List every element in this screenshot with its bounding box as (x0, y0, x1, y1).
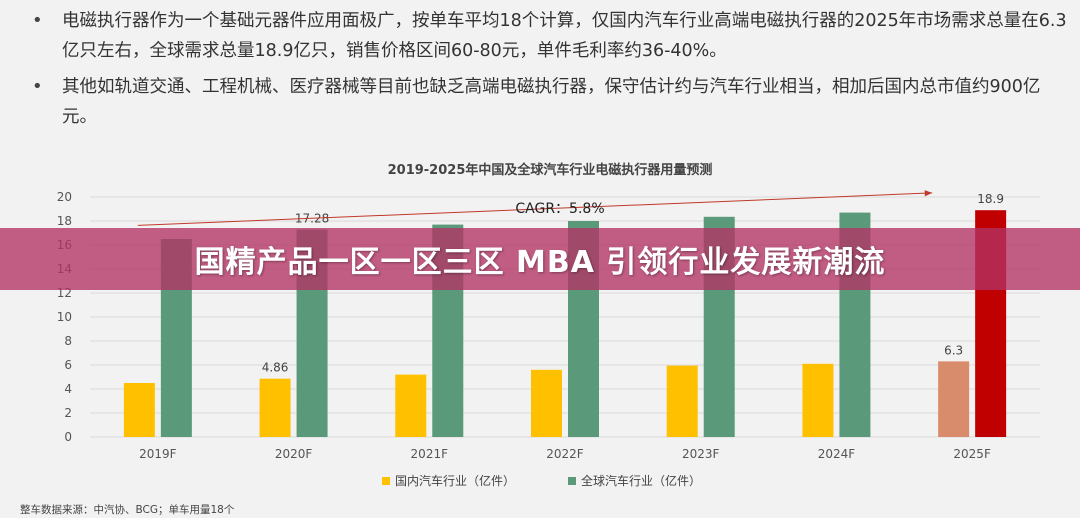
bar-domestic (531, 369, 562, 437)
legend-swatch (568, 477, 576, 485)
bullet-item: • 电磁执行器作为一个基础元器件应用面极广，按单车平均18个计算，仅国内汽车行业… (32, 6, 1072, 66)
legend-label: 全球汽车行业（亿件） (581, 473, 701, 488)
banner-text: 国精产品一区一区三区 MBA 引领行业发展新潮流 (194, 245, 886, 280)
overlay-banner: 国精产品一区一区三区 MBA 引领行业发展新潮流 (0, 228, 1080, 290)
y-tick-label: 20 (57, 190, 72, 204)
bar-domestic (666, 365, 698, 437)
bullet-text: 其他如轨道交通、工程机械、医疗器械等目前也缺乏高端电磁执行器，保守估计约与汽车行… (62, 77, 1041, 127)
bullet-list: • 电磁执行器作为一个基础元器件应用面极广，按单车平均18个计算，仅国内汽车行业… (32, 6, 1072, 138)
x-tick-label: 2023F (682, 447, 720, 461)
x-tick-label: 2022F (546, 447, 584, 461)
y-tick-label: 18 (57, 214, 72, 228)
bar-domestic (123, 383, 155, 437)
bar-domestic (802, 363, 834, 437)
cagr-annotation: CAGR：5.8% (515, 201, 604, 217)
y-tick-label: 10 (57, 310, 72, 324)
data-label: 18.9 (977, 192, 1004, 206)
bullet-dot: • (32, 76, 43, 97)
y-tick-label: 0 (64, 430, 72, 444)
x-tick-label: 2021F (411, 447, 449, 461)
cagr-arrowhead (924, 190, 933, 197)
x-tick-label: 2020F (275, 447, 313, 461)
chart-title: 2019-2025年中国及全球汽车行业电磁执行器用量预测 (388, 162, 713, 178)
x-tick-label: 2019F (139, 447, 177, 461)
data-label: 4.86 (262, 361, 289, 375)
y-tick-label: 2 (64, 406, 72, 420)
y-tick-label: 6 (64, 358, 72, 372)
legend-label: 国内汽车行业（亿件） (395, 473, 515, 488)
y-tick-label: 8 (64, 334, 72, 348)
cagr-trend-line (137, 192, 933, 226)
bar-chart: 2019-2025年中国及全球汽车行业电磁执行器用量预测024681012141… (57, 162, 1040, 488)
x-tick-label: 2025F (953, 447, 991, 461)
bar-domestic (938, 361, 970, 437)
bullet-item: • 其他如轨道交通、工程机械、医疗器械等目前也缺乏高端电磁执行器，保守估计约与汽… (32, 72, 1072, 132)
y-tick-label: 4 (64, 382, 72, 396)
bullet-text: 电磁执行器作为一个基础元器件应用面极广，按单车平均18个计算，仅国内汽车行业高端… (62, 11, 1067, 61)
bar-domestic (395, 374, 427, 437)
legend-swatch (382, 477, 390, 485)
data-label: 6.3 (944, 343, 963, 357)
bullet-dot: • (32, 10, 43, 31)
x-tick-label: 2024F (818, 447, 856, 461)
footnote: 整车数据来源：中汽协、BCG；单车用量18个 (20, 504, 235, 516)
bar-domestic (259, 378, 291, 437)
